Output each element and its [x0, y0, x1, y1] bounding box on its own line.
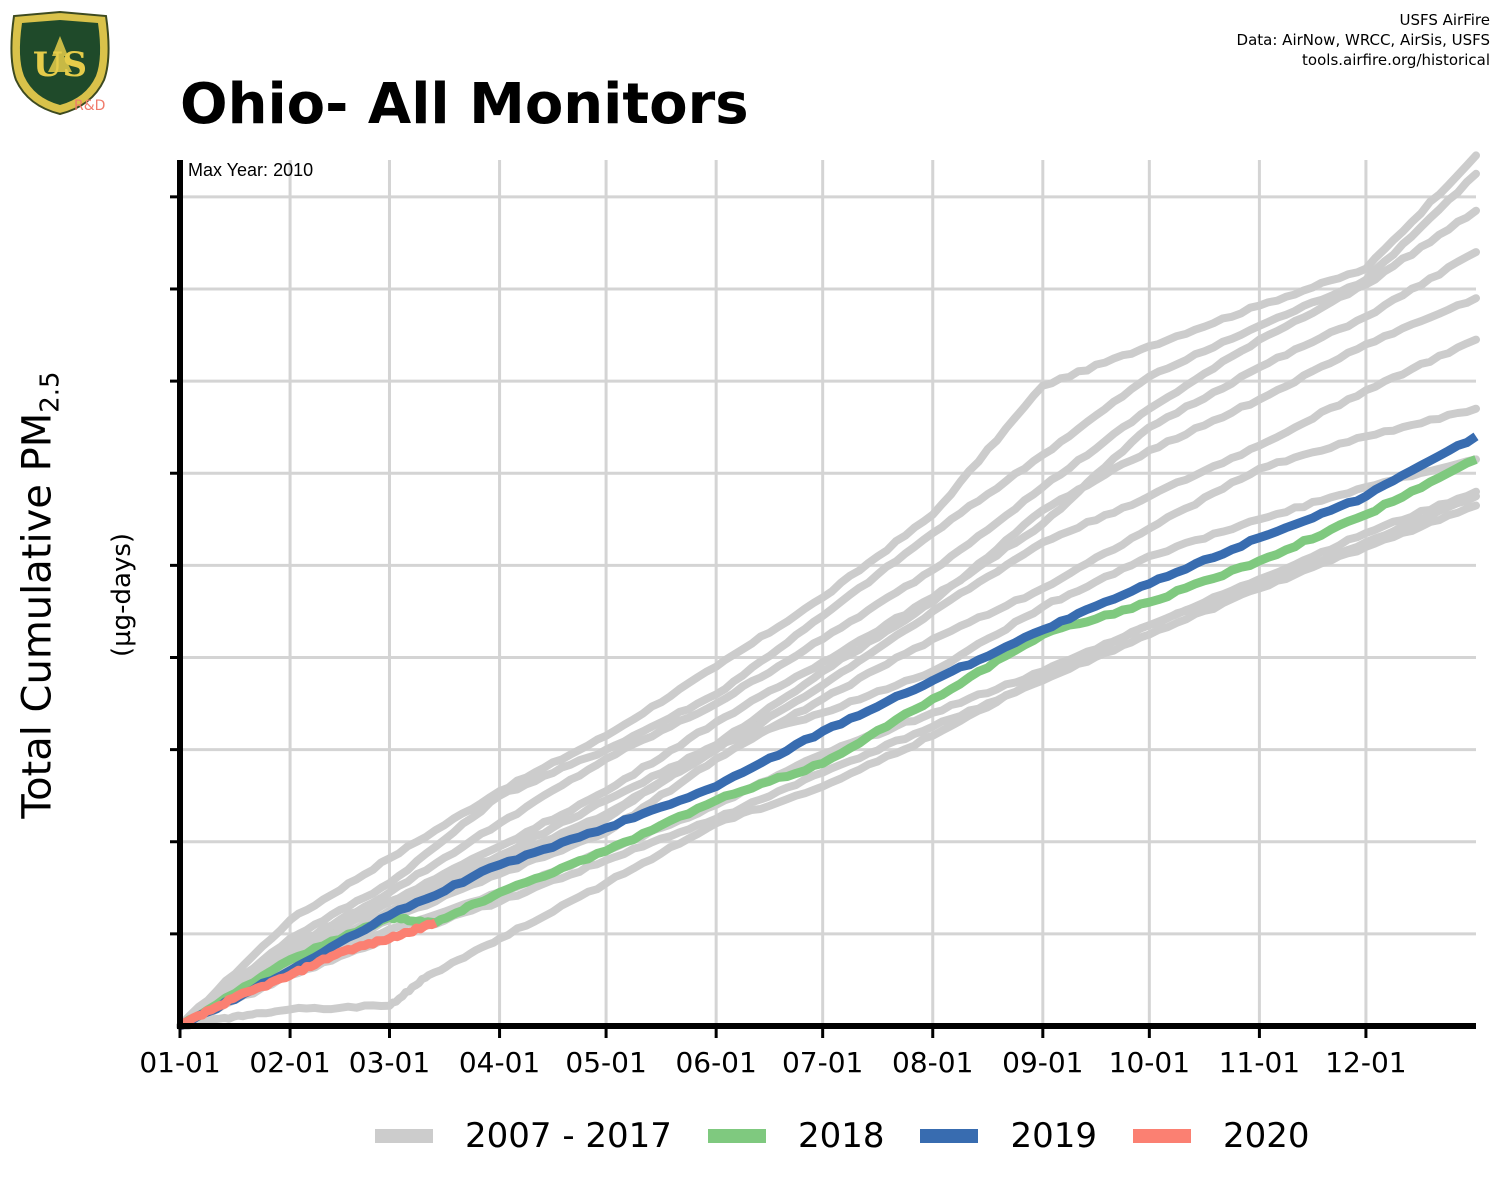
- credits: USFS AirFire Data: AirNow, WRCC, AirSis,…: [1237, 10, 1490, 70]
- legend-swatch: [920, 1129, 979, 1143]
- x-tick-label: 04-01: [459, 1046, 540, 1079]
- legend-swatch: [375, 1129, 433, 1143]
- historical-line: [176, 151, 1480, 1030]
- x-tick-label: 11-01: [1219, 1046, 1300, 1079]
- legend-item-historical: 2007 - 2017: [375, 1116, 672, 1156]
- credit-line: tools.airfire.org/historical: [1302, 51, 1490, 69]
- logo-rd-label: R&D: [74, 98, 106, 114]
- legend-label: 2019: [1010, 1116, 1098, 1156]
- credit-line: USFS AirFire: [1399, 11, 1490, 29]
- x-tick-label: 02-01: [249, 1046, 330, 1079]
- historical-line: [176, 492, 1480, 1030]
- usfs-shield-logo: US: [10, 10, 110, 116]
- x-tick-label: 01-01: [139, 1046, 220, 1079]
- legend-label: 2018: [797, 1116, 885, 1156]
- legend: 2007 - 2017 2018 2019 2020: [375, 1116, 1346, 1156]
- legend-item-2018: 2018: [707, 1116, 885, 1156]
- historical-lines: [176, 151, 1480, 1030]
- historical-line: [176, 206, 1480, 1030]
- legend-item-2019: 2019: [920, 1116, 1097, 1156]
- historical-line: [176, 487, 1480, 1030]
- legend-label: 2020: [1223, 1116, 1310, 1156]
- max-year-annotation: Max Year: 2010: [188, 160, 313, 181]
- x-tick-label: 09-01: [1002, 1046, 1083, 1079]
- axes: [170, 160, 1476, 1038]
- x-tick-label: 03-01: [349, 1046, 430, 1079]
- series-line-2018: [177, 455, 1478, 1030]
- series-line-2020: [177, 918, 438, 1030]
- historical-line: [176, 169, 1480, 1030]
- x-tick-label: 08-01: [892, 1046, 973, 1079]
- historical-line: [176, 294, 1480, 1030]
- max-year-label: Max Year:: [188, 160, 269, 180]
- series-line-2019: [178, 432, 1479, 1031]
- legend-swatch: [707, 1129, 766, 1143]
- year-lines: [177, 432, 1479, 1031]
- legend-label: 2007 - 2017: [465, 1116, 672, 1156]
- max-year-value: 2010: [273, 160, 314, 180]
- x-tick-label: 05-01: [565, 1046, 646, 1079]
- credit-line: Data: AirNow, WRCC, AirSis, USFS: [1236, 31, 1490, 49]
- x-tick-label: 10-01: [1109, 1046, 1190, 1079]
- x-tick-label: 06-01: [675, 1046, 756, 1079]
- x-tick-labels: 01-01 02-01 03-01 04-01 05-01 06-01 07-01 08-01…: [139, 1046, 1406, 1079]
- legend-swatch: [1133, 1129, 1192, 1143]
- chart-title: Ohio- All Monitors: [180, 72, 749, 137]
- x-tick-label: 07-01: [782, 1046, 863, 1079]
- x-tick-label: 12-01: [1325, 1046, 1406, 1079]
- legend-item-2020: 2020: [1133, 1116, 1310, 1156]
